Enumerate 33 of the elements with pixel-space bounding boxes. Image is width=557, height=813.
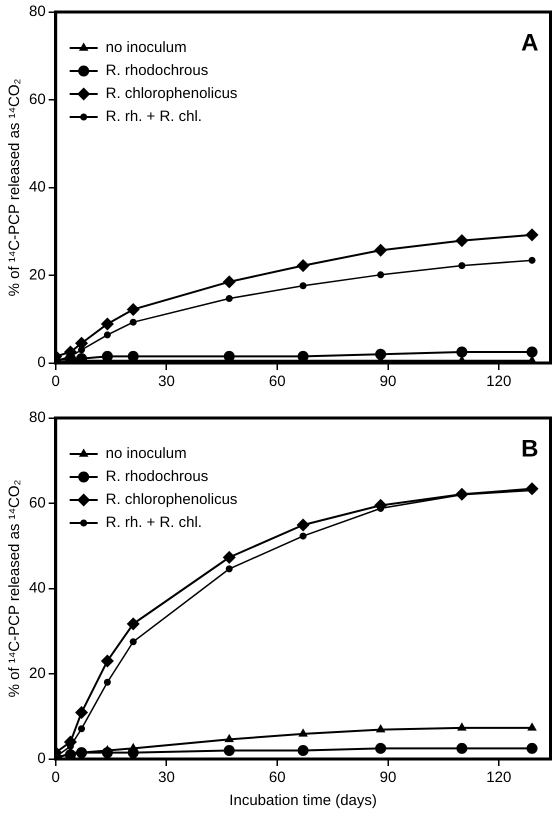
legend-label: R. chlorophenolicus (106, 491, 238, 508)
y-tick-label: 40 (28, 580, 46, 597)
y-tick-label: 20 (28, 664, 46, 682)
annotation: B (521, 436, 538, 463)
y-tick-label: 60 (28, 90, 46, 108)
legend-label: R. rh. + R. chl. (106, 514, 202, 532)
x-tick-label: 120 (486, 373, 512, 390)
y-axis-title: % of ¹⁴C-PCP released as ¹⁴CO₂ (6, 479, 24, 698)
y-tick-label: 40 (28, 178, 46, 196)
y-tick-label: 80 (28, 409, 46, 426)
legend-label: R. rh. + R. chl. (106, 108, 202, 126)
x-axis-title: Incubation time (days) (229, 792, 377, 810)
x-tick-label: 90 (380, 769, 396, 786)
x-tick-label: 0 (52, 373, 60, 390)
legend-label: R. chlorophenolicus (106, 85, 238, 102)
legend-label: no inoculum (106, 39, 187, 56)
x-tick-label: 90 (380, 373, 396, 390)
x-tick-label: 60 (268, 373, 286, 390)
x-tick-label: 0 (52, 769, 60, 786)
annotation: A (521, 30, 538, 57)
x-tick-label: 120 (486, 769, 512, 786)
y-tick-label: 0 (37, 750, 46, 768)
x-tick-label: 30 (158, 769, 175, 786)
legend-label: no inoculum (106, 445, 187, 462)
y-tick-label: 80 (28, 3, 46, 20)
y-tick-label: 0 (37, 354, 46, 372)
legend-label: R. rhodochrous (106, 468, 208, 486)
legend-label: R. rhodochrous (106, 62, 208, 80)
x-tick-label: 60 (268, 769, 286, 786)
x-tick-label: 30 (158, 373, 175, 390)
y-tick-label: 60 (28, 494, 46, 512)
y-axis-title: % of ¹⁴C-PCP released as ¹⁴CO₂ (6, 78, 24, 296)
y-tick-label: 20 (28, 266, 46, 284)
